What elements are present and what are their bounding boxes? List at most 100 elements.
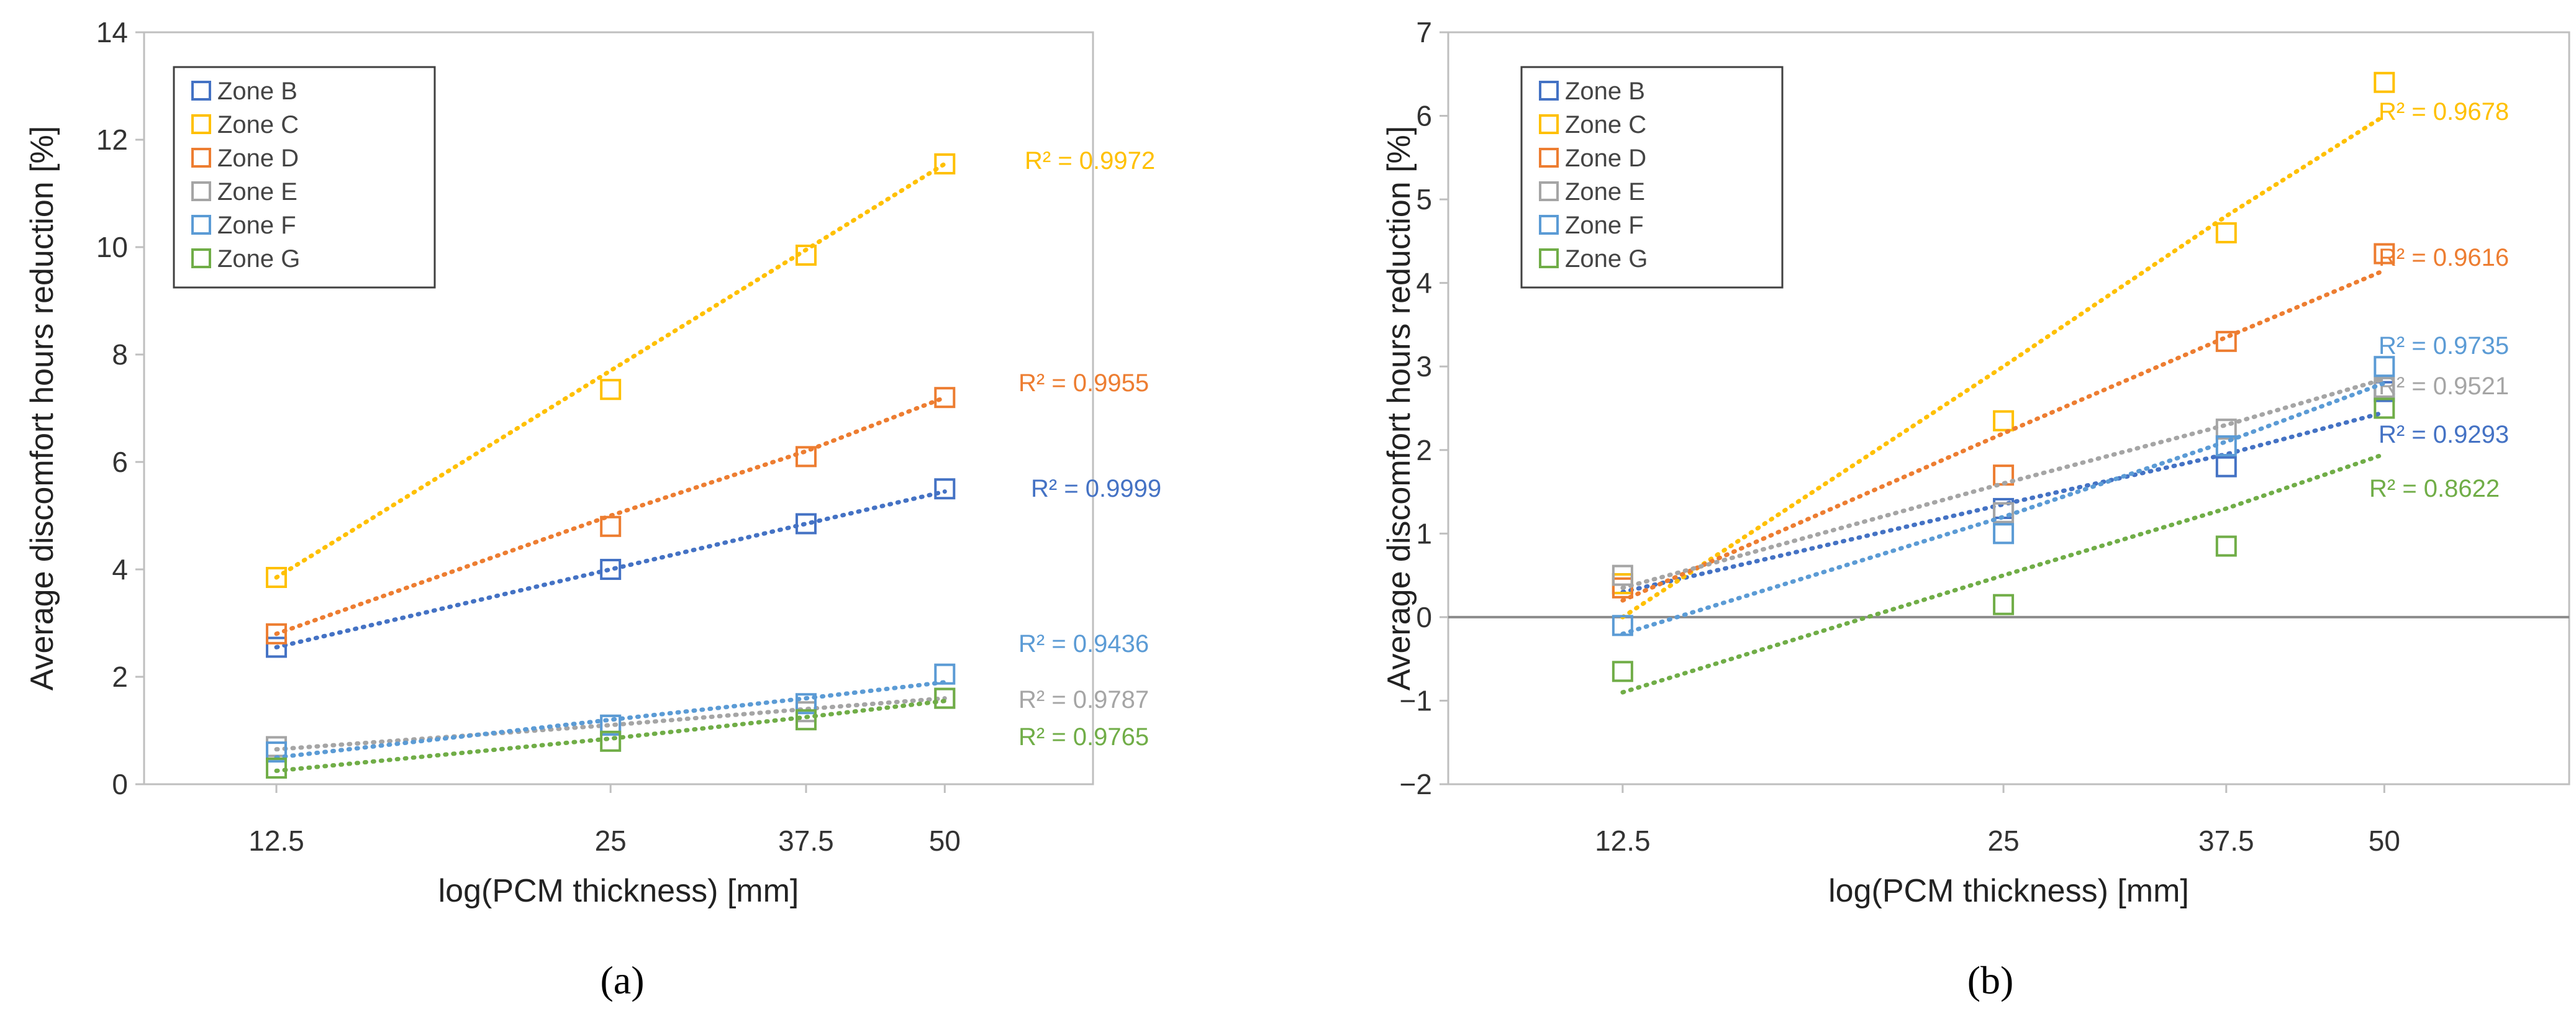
x-axis-title-b: log(PCM thickness) [mm]	[1828, 873, 2189, 909]
x-tick-label-b: 50	[2369, 825, 2400, 857]
legend-marker-a-5	[191, 248, 211, 268]
y-tick-label-b: 2	[1416, 434, 1432, 466]
legend-label-b-3: Zone E	[1565, 178, 1645, 206]
data-point-a-0	[795, 513, 817, 535]
r-squared-label-a-4: R² = 0.9436	[1018, 630, 1149, 658]
data-point-b-2	[2215, 330, 2237, 352]
x-tick-label-a: 12.5	[248, 825, 304, 857]
y-tick-label-a: 10	[96, 231, 128, 263]
y-tick-label-b: 4	[1416, 267, 1432, 299]
y-axis-title-a: Average discomfort hours reduction [%]	[24, 126, 60, 691]
r-squared-label-a-5: R² = 0.9765	[1018, 723, 1149, 751]
y-tick-label-a: 4	[112, 553, 128, 586]
y-tick-label-b: 5	[1416, 183, 1432, 215]
data-point-a-5	[600, 730, 622, 752]
r-squared-label-b-3: R² = 0.9521	[2379, 373, 2509, 400]
data-point-a-1	[795, 244, 817, 266]
data-point-a-4	[600, 714, 622, 736]
data-point-a-2	[266, 623, 288, 645]
trendline-b-4	[1620, 381, 2387, 636]
y-tick-label-b: 1	[1416, 517, 1432, 550]
legend-label-b-5: Zone G	[1565, 245, 1648, 273]
legend-marker-b-0	[1539, 81, 1559, 101]
legend-marker-a-1	[191, 114, 211, 134]
r-squared-label-a-1: R² = 0.9972	[1025, 147, 1155, 174]
y-tick-label-a: 8	[112, 338, 128, 371]
data-point-b-2	[1612, 577, 1633, 599]
data-point-b-1	[2215, 222, 2237, 243]
legend-box-b	[1520, 66, 1784, 289]
x-tick-label-b: 37.5	[2198, 825, 2254, 857]
data-point-b-4	[2374, 356, 2395, 378]
r-squared-label-a-3: R² = 0.9787	[1018, 686, 1149, 713]
trendline-b-3	[1620, 376, 2387, 590]
r-squared-label-b-4: R² = 0.9735	[2379, 332, 2509, 360]
x-tick-label-a: 50	[929, 825, 961, 857]
legend-marker-a-2	[191, 148, 211, 168]
legend-label-a-2: Zone D	[217, 145, 299, 172]
data-point-b-5	[1993, 594, 2015, 615]
y-tick-label-a: 12	[96, 124, 128, 156]
trendline-a-1	[274, 161, 947, 580]
data-point-a-5	[795, 709, 817, 731]
legend-label-b-4: Zone F	[1565, 212, 1644, 239]
data-point-a-4	[795, 693, 817, 715]
data-point-b-0	[2215, 456, 2237, 477]
legend-marker-b-5	[1539, 248, 1559, 268]
y-tick-label-b: −1	[1400, 684, 1432, 717]
panel-label-b: (b)	[1967, 958, 2014, 1002]
chart-b: −2 −1 0 1 2 3 4 5 6 7 12.5 25 37.5 50 log(PCM thicknes…	[1381, 16, 2570, 909]
chart-a: 0 2 4 6 8 10 12 14 12.5 25 37.5 50 log(PCM thickness…	[24, 16, 1161, 909]
panel-label-a: (a)	[600, 958, 644, 1002]
y-tick-label-b: 0	[1416, 601, 1432, 633]
x-tick-label-a: 25	[595, 825, 627, 857]
data-point-a-4	[266, 741, 288, 763]
trendline-b-1	[1620, 114, 2387, 620]
data-point-b-3	[2215, 419, 2237, 440]
trendline-b-0	[1620, 410, 2387, 594]
legend-marker-a-0	[191, 81, 211, 101]
data-point-a-5	[934, 687, 956, 709]
trendline-a-4	[274, 680, 947, 760]
legend-marker-b-1	[1539, 114, 1559, 134]
legend-label-b-1: Zone C	[1565, 111, 1646, 138]
y-tick-label-b: 6	[1416, 100, 1432, 132]
data-point-a-0	[266, 636, 288, 658]
legend-box-a	[173, 66, 436, 289]
data-point-b-4	[1993, 523, 2015, 545]
data-point-a-0	[934, 478, 956, 500]
plot-area-a	[143, 31, 1094, 785]
x-tick-label-b: 12.5	[1595, 825, 1651, 857]
legend-label-a-5: Zone G	[217, 245, 300, 273]
y-axis-title-b: Average discomfort hours reduction [%]	[1381, 126, 1417, 691]
legend-marker-a-3	[191, 181, 211, 201]
r-squared-label-b-1: R² = 0.9678	[2379, 98, 2509, 125]
data-point-b-4	[2215, 435, 2237, 457]
legend-label-b-2: Zone D	[1565, 145, 1646, 172]
r-squared-label-b-0: R² = 0.9293	[2379, 421, 2509, 448]
y-tick-label-a: 14	[96, 16, 128, 48]
legend-label-b-0: Zone B	[1565, 78, 1645, 105]
data-point-a-2	[600, 515, 622, 537]
data-point-a-1	[266, 566, 288, 588]
plot-area-b	[1447, 31, 2570, 785]
r-squared-label-a-2: R² = 0.9955	[1018, 369, 1149, 397]
legend-marker-b-2	[1539, 148, 1559, 168]
data-point-a-2	[795, 446, 817, 468]
y-tick-label-a: 6	[112, 446, 128, 478]
r-squared-label-a-0: R² = 0.9999	[1031, 475, 1161, 502]
data-point-a-4	[934, 663, 956, 685]
r-squared-label-b-5: R² = 0.8622	[2369, 475, 2500, 502]
trendline-a-0	[274, 489, 947, 649]
y-tick-label-a: 0	[112, 768, 128, 800]
data-point-b-3	[1612, 564, 1633, 586]
trendline-b-5	[1620, 452, 2387, 695]
legend-label-a-0: Zone B	[217, 78, 297, 105]
trendline-a-2	[274, 395, 947, 636]
y-tick-label-b: −2	[1400, 768, 1432, 800]
x-tick-label-a: 37.5	[778, 825, 834, 857]
y-tick-label-b: 3	[1416, 350, 1432, 382]
legend-marker-b-4	[1539, 215, 1559, 235]
data-point-a-2	[934, 387, 956, 409]
